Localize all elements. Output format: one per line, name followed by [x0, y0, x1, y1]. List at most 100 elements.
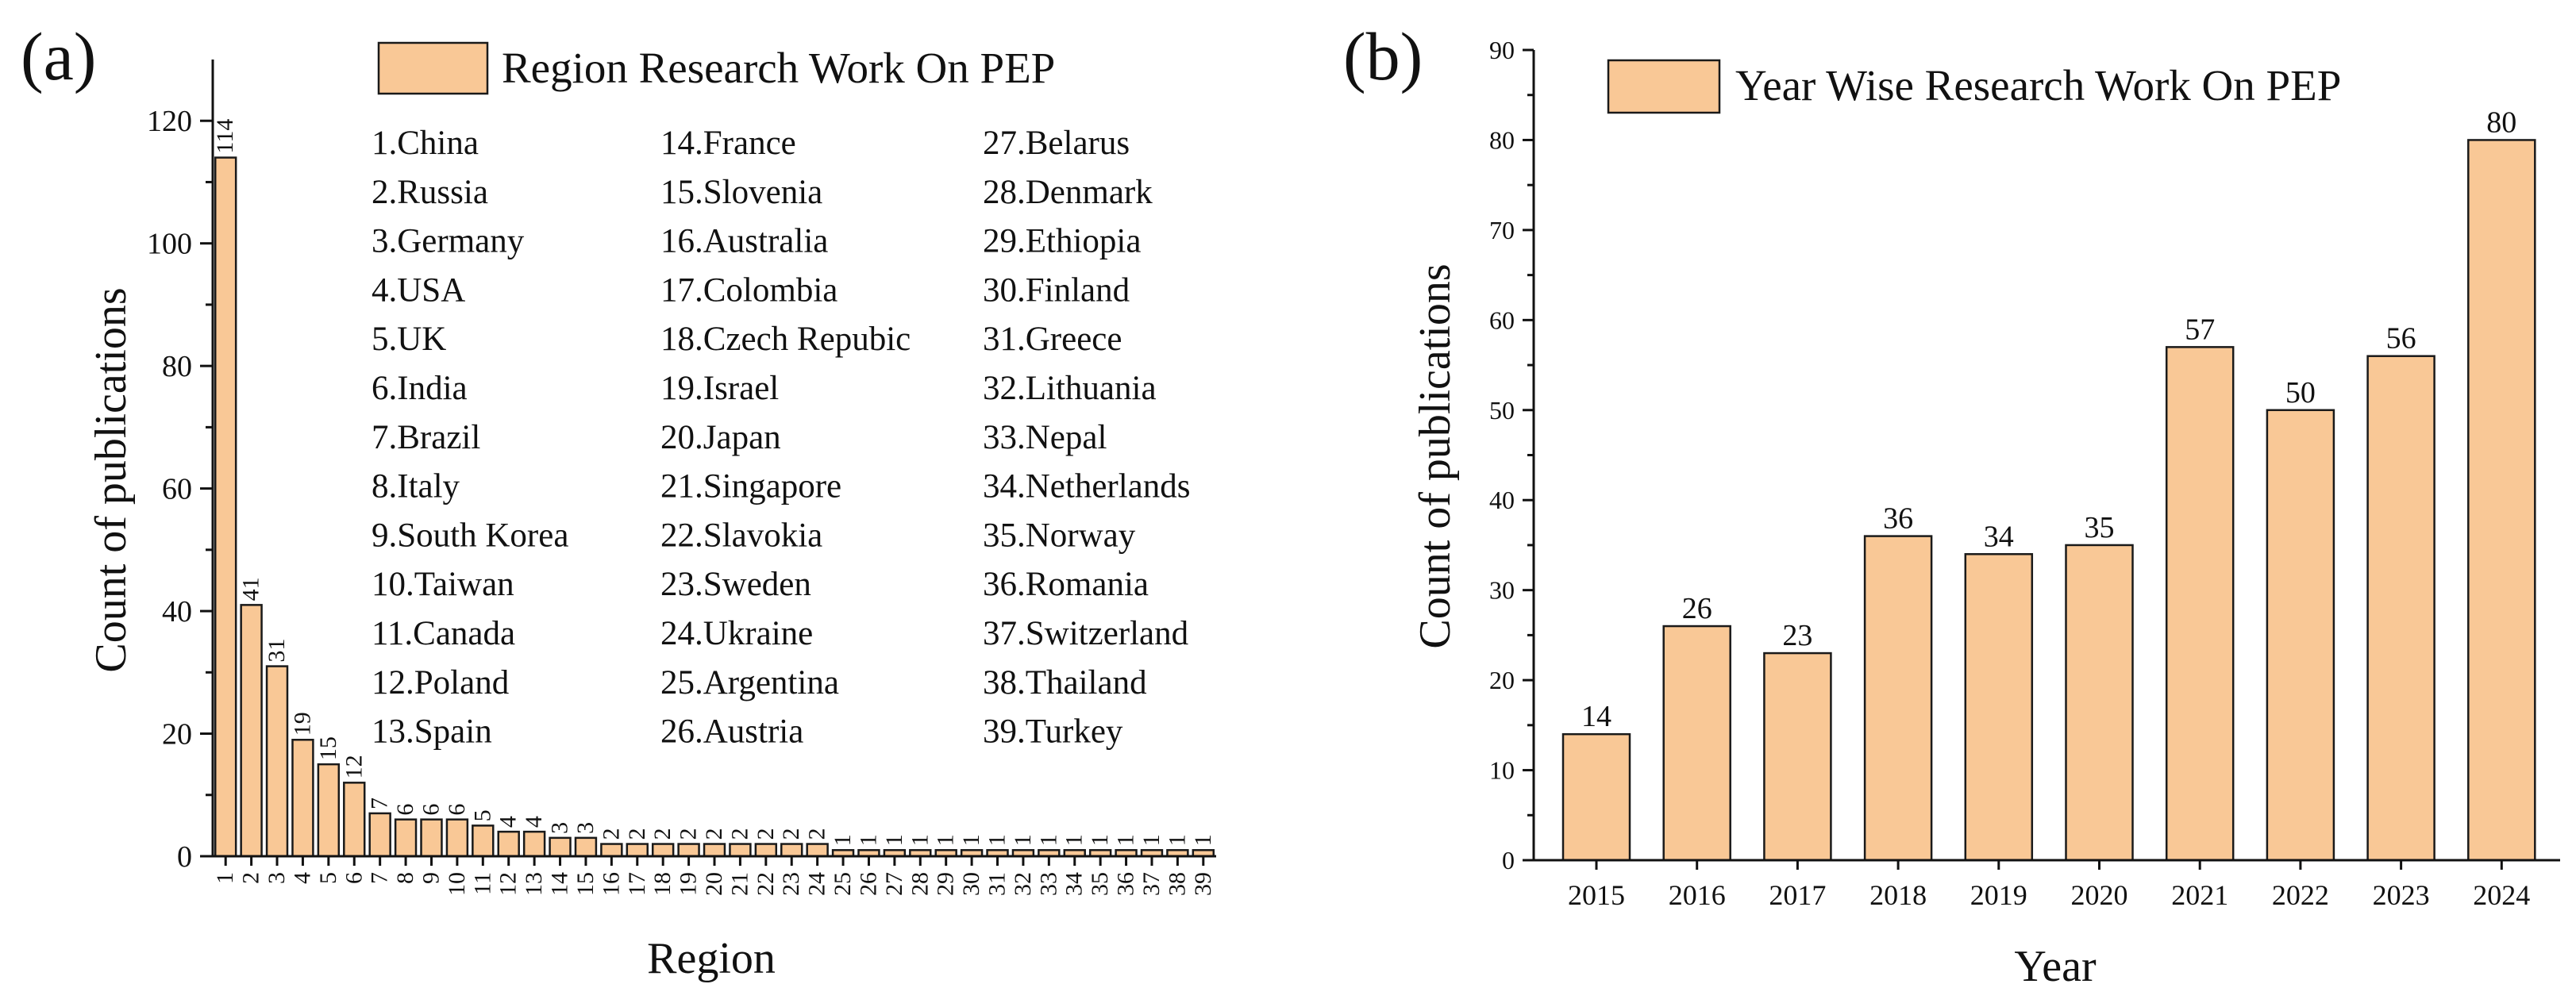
x-tick-label: 12	[495, 872, 522, 896]
x-tick-label: 5	[315, 872, 341, 884]
bar-region-18	[651, 843, 675, 858]
bar-region-16	[600, 843, 623, 858]
x-tick-label: 3	[264, 872, 290, 884]
region-key-entry: 5.UK	[372, 321, 446, 358]
panel-b-ylabel: Count of publications	[1411, 263, 1460, 648]
bar-region-4	[291, 739, 314, 858]
bar-year-2021	[2165, 346, 2235, 862]
bar-region-15	[574, 836, 598, 858]
region-key-entry: 31.Greece	[983, 321, 1122, 358]
x-tick-label: 2015	[1568, 879, 1625, 911]
panel-b-legend-swatch	[1607, 59, 1721, 114]
y-tick-label: 40	[162, 595, 192, 628]
bar-value-label: 1	[830, 834, 856, 846]
x-tick-label: 2017	[1769, 879, 1826, 911]
x-tick-label: 8	[392, 872, 418, 884]
bar-value-label: 1	[1164, 834, 1190, 846]
chart-panel-a: (a) Count of publications Region 1144131…	[21, 18, 1216, 983]
region-key-entry: 38.Thailand	[983, 664, 1147, 701]
region-key-entry: 22.Slavokia	[660, 517, 822, 554]
x-tick-label: 23	[778, 872, 804, 896]
bar-region-23	[780, 843, 803, 858]
y-tick-label: 50	[1489, 396, 1515, 425]
bar-value-label: 15	[315, 736, 341, 760]
bar-value-label: 2	[676, 828, 702, 840]
bar-value-label: 114	[212, 119, 238, 154]
region-key-entry: 4.USA	[372, 271, 465, 309]
x-tick-label: 2019	[1970, 879, 2027, 911]
y-tick-label: 80	[162, 350, 192, 383]
x-tick-label: 15	[572, 872, 599, 896]
bar-value-label: 12	[341, 755, 367, 778]
panel-a-axes: 1 2 3 4 5 6 7 8 9 10 11 12 13 14 15 16 17 18 19 20 21 22 23 24 2…	[147, 60, 1216, 896]
x-tick-label: 7	[367, 872, 393, 884]
x-tick-label: 22	[753, 872, 779, 896]
x-tick-label: 2018	[1869, 879, 1927, 911]
region-key-entry: 19.Israel	[660, 370, 779, 407]
y-tick-label: 70	[1489, 216, 1515, 244]
bar-region-1	[214, 156, 237, 858]
x-tick-label: 21	[726, 872, 753, 896]
region-key-entry: 6.India	[372, 370, 468, 407]
region-key-entry: 13.Spain	[372, 713, 492, 751]
x-tick-label: 10	[444, 872, 470, 896]
bar-value-label: 5	[469, 809, 495, 821]
bar-value-label: 19	[289, 712, 315, 736]
region-key-entry: 7.Brazil	[372, 419, 480, 456]
y-tick-label: 60	[1489, 306, 1515, 334]
x-tick-label: 32	[1010, 872, 1036, 896]
bar-value-label: 80	[2486, 106, 2516, 139]
bar-region-22	[754, 843, 778, 858]
bar-year-2020	[2065, 544, 2134, 862]
bar-region-2	[240, 604, 263, 858]
panel-a-xlabel: Region	[647, 934, 776, 983]
bar-value-label: 56	[2386, 322, 2416, 356]
bar-year-2022	[2266, 409, 2335, 862]
bar-value-label: 1	[1061, 834, 1088, 846]
region-key-entry: 20.Japan	[660, 419, 781, 456]
bar-region-6	[343, 782, 366, 858]
x-tick-label: 34	[1061, 872, 1088, 896]
region-key-entry: 2.Russia	[372, 174, 488, 211]
x-tick-label: 2024	[2473, 879, 2530, 911]
bar-value-label: 6	[392, 804, 418, 816]
x-tick-label: 1	[212, 872, 238, 884]
region-key-entry: 36.Romania	[983, 566, 1149, 603]
panel-a-legend-label: Region Research Work On PEP	[502, 44, 1055, 92]
bar-value-label: 2	[804, 828, 830, 840]
x-tick-label: 19	[676, 872, 702, 896]
x-tick-label: 2021	[2171, 879, 2228, 911]
bar-value-label: 1	[933, 834, 959, 846]
region-key-entry: 9.South Korea	[372, 517, 568, 554]
bar-value-label: 2	[778, 828, 804, 840]
region-key-entry: 34.Netherlands	[983, 468, 1191, 505]
x-tick-label: 2016	[1669, 879, 1726, 911]
region-key-entry: 11.Canada	[372, 615, 515, 652]
x-tick-label: 14	[547, 872, 573, 896]
y-tick-label: 0	[1502, 846, 1515, 874]
x-tick-label: 18	[649, 872, 676, 896]
x-tick-label: 30	[958, 872, 984, 896]
x-tick-label: 20	[701, 872, 727, 896]
bar-value-label: 1	[984, 834, 1011, 846]
bar-value-label: 7	[367, 798, 393, 809]
bar-region-19	[677, 843, 700, 858]
bar-value-label: 3	[572, 822, 599, 834]
bar-region-14	[549, 836, 572, 858]
bar-region-12	[497, 830, 520, 858]
region-key-entry: 27.Belarus	[983, 125, 1130, 162]
x-tick-label: 9	[418, 872, 444, 884]
bar-value-label: 1	[855, 834, 881, 846]
region-key-entry: 1.China	[372, 125, 479, 162]
bar-value-label: 14	[1581, 700, 1611, 733]
bar-value-label: 1	[1035, 834, 1061, 846]
bar-region-5	[317, 763, 341, 858]
x-tick-label: 29	[933, 872, 959, 896]
bar-value-label: 31	[264, 639, 290, 663]
x-tick-label: 28	[907, 872, 933, 896]
bar-value-label: 1	[907, 834, 933, 846]
bar-value-label: 1	[958, 834, 984, 846]
bar-value-label: 2	[649, 828, 676, 840]
region-key-entry: 33.Nepal	[983, 419, 1107, 456]
